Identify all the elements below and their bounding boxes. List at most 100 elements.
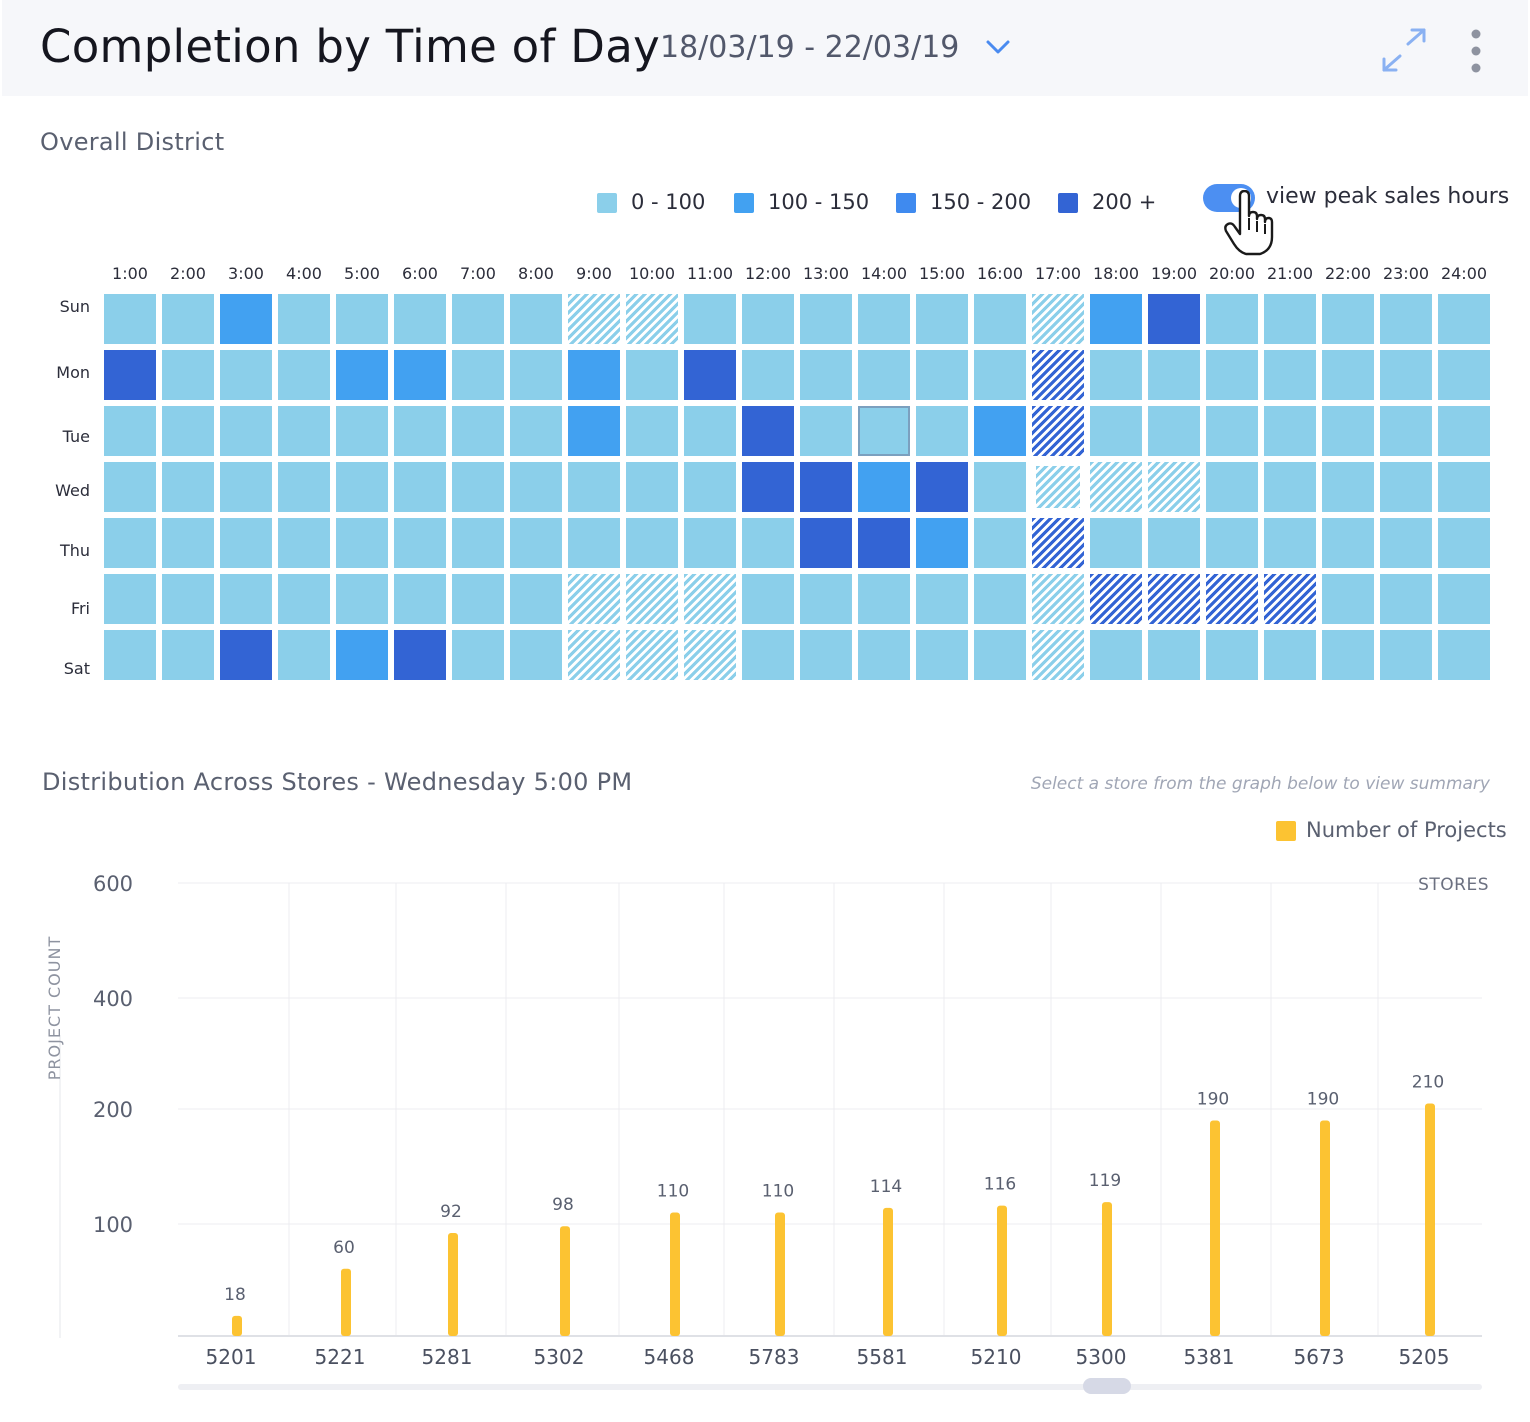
heatmap-cell-mon-2300[interactable]	[1380, 350, 1432, 400]
heatmap-cell-wed-100[interactable]	[104, 462, 156, 512]
heatmap-cell-thu-1100[interactable]	[684, 518, 736, 568]
heatmap-cell-fri-2100[interactable]	[1264, 574, 1316, 624]
heatmap-cell-sun-1300[interactable]	[800, 294, 852, 344]
heatmap-cell-tue-1800[interactable]	[1090, 406, 1142, 456]
bar-5381[interactable]	[1210, 1120, 1220, 1337]
heatmap-cell-wed-1000[interactable]	[626, 462, 678, 512]
heatmap-cell-wed-2200[interactable]	[1322, 462, 1374, 512]
heatmap-cell-sat-900[interactable]	[568, 630, 620, 680]
heatmap-cell-sun-900[interactable]	[568, 294, 620, 344]
heatmap-cell-thu-2100[interactable]	[1264, 518, 1316, 568]
heatmap-cell-tue-400[interactable]	[278, 406, 330, 456]
heatmap-cell-wed-1100[interactable]	[684, 462, 736, 512]
heatmap-cell-sun-2400[interactable]	[1438, 294, 1490, 344]
date-range-selector[interactable]: 18/03/19 - 22/03/19	[660, 30, 960, 65]
bar-5783[interactable]	[775, 1212, 785, 1337]
heatmap-cell-fri-1300[interactable]	[800, 574, 852, 624]
bar-5673[interactable]	[1320, 1120, 1330, 1337]
heatmap-cell-mon-800[interactable]	[510, 350, 562, 400]
heatmap-cell-fri-1700[interactable]	[1032, 574, 1084, 624]
heatmap-cell-mon-1100[interactable]	[684, 350, 736, 400]
heatmap-cell-fri-2200[interactable]	[1322, 574, 1374, 624]
heatmap-cell-thu-2400[interactable]	[1438, 518, 1490, 568]
heatmap-cell-wed-1500[interactable]	[916, 462, 968, 512]
heatmap-cell-sun-1600[interactable]	[974, 294, 1026, 344]
heatmap-cell-wed-1400[interactable]	[858, 462, 910, 512]
heatmap-cell-sat-300[interactable]	[220, 630, 272, 680]
heatmap-cell-thu-500[interactable]	[336, 518, 388, 568]
heatmap-cell-wed-1900[interactable]	[1148, 462, 1200, 512]
heatmap-cell-mon-1400[interactable]	[858, 350, 910, 400]
heatmap-cell-wed-1800[interactable]	[1090, 462, 1142, 512]
bar-5210[interactable]	[997, 1205, 1007, 1336]
more-vertical-icon[interactable]	[1465, 28, 1487, 76]
bar-5302[interactable]	[560, 1226, 570, 1336]
heatmap-cell-sat-2000[interactable]	[1206, 630, 1258, 680]
bar-5201[interactable]	[232, 1315, 242, 1336]
heatmap-cell-sun-700[interactable]	[452, 294, 504, 344]
heatmap-cell-tue-2000[interactable]	[1206, 406, 1258, 456]
heatmap-cell-thu-900[interactable]	[568, 518, 620, 568]
heatmap-cell-tue-2300[interactable]	[1380, 406, 1432, 456]
heatmap-cell-tue-1200[interactable]	[742, 406, 794, 456]
heatmap-cell-fri-1600[interactable]	[974, 574, 1026, 624]
heatmap-cell-mon-600[interactable]	[394, 350, 446, 400]
heatmap-cell-mon-900[interactable]	[568, 350, 620, 400]
heatmap-cell-mon-400[interactable]	[278, 350, 330, 400]
heatmap-cell-tue-600[interactable]	[394, 406, 446, 456]
heatmap-cell-sun-1900[interactable]	[1148, 294, 1200, 344]
heatmap-cell-thu-1800[interactable]	[1090, 518, 1142, 568]
heatmap-cell-sat-800[interactable]	[510, 630, 562, 680]
heatmap-cell-sat-1600[interactable]	[974, 630, 1026, 680]
heatmap-cell-mon-200[interactable]	[162, 350, 214, 400]
heatmap-cell-sun-1400[interactable]	[858, 294, 910, 344]
heatmap-cell-tue-1900[interactable]	[1148, 406, 1200, 456]
heatmap-cell-thu-100[interactable]	[104, 518, 156, 568]
heatmap-cell-thu-1600[interactable]	[974, 518, 1026, 568]
heatmap-cell-sun-200[interactable]	[162, 294, 214, 344]
bar-5221[interactable]	[341, 1268, 351, 1336]
heatmap-cell-sun-2100[interactable]	[1264, 294, 1316, 344]
heatmap-cell-sun-2200[interactable]	[1322, 294, 1374, 344]
heatmap-cell-tue-1400[interactable]	[858, 406, 910, 456]
heatmap-cell-thu-1400[interactable]	[858, 518, 910, 568]
heatmap-cell-thu-2200[interactable]	[1322, 518, 1374, 568]
heatmap-cell-wed-1700[interactable]	[1036, 466, 1080, 508]
peak-hours-toggle[interactable]	[1203, 184, 1255, 212]
heatmap-cell-sun-800[interactable]	[510, 294, 562, 344]
heatmap-cell-tue-1100[interactable]	[684, 406, 736, 456]
heatmap-cell-sat-600[interactable]	[394, 630, 446, 680]
heatmap-cell-sun-300[interactable]	[220, 294, 272, 344]
chevron-down-icon[interactable]	[984, 36, 1012, 60]
heatmap-cell-sun-500[interactable]	[336, 294, 388, 344]
heatmap-cell-mon-1500[interactable]	[916, 350, 968, 400]
heatmap-cell-wed-2000[interactable]	[1206, 462, 1258, 512]
heatmap-cell-sun-1200[interactable]	[742, 294, 794, 344]
heatmap-cell-mon-300[interactable]	[220, 350, 272, 400]
heatmap-cell-fri-200[interactable]	[162, 574, 214, 624]
heatmap-cell-wed-1300[interactable]	[800, 462, 852, 512]
heatmap-cell-thu-1300[interactable]	[800, 518, 852, 568]
heatmap-cell-mon-2100[interactable]	[1264, 350, 1316, 400]
heatmap-cell-mon-700[interactable]	[452, 350, 504, 400]
heatmap-cell-fri-2400[interactable]	[1438, 574, 1490, 624]
heatmap-cell-mon-1000[interactable]	[626, 350, 678, 400]
heatmap-cell-sat-1300[interactable]	[800, 630, 852, 680]
heatmap-cell-sat-1700[interactable]	[1032, 630, 1084, 680]
heatmap-cell-mon-2200[interactable]	[1322, 350, 1374, 400]
heatmap-cell-sat-1900[interactable]	[1148, 630, 1200, 680]
heatmap-cell-fri-700[interactable]	[452, 574, 504, 624]
heatmap-cell-fri-100[interactable]	[104, 574, 156, 624]
heatmap-cell-thu-400[interactable]	[278, 518, 330, 568]
heatmap-cell-fri-2000[interactable]	[1206, 574, 1258, 624]
heatmap-cell-wed-2400[interactable]	[1438, 462, 1490, 512]
heatmap-cell-fri-1200[interactable]	[742, 574, 794, 624]
heatmap-cell-fri-600[interactable]	[394, 574, 446, 624]
heatmap-cell-sat-100[interactable]	[104, 630, 156, 680]
heatmap-cell-tue-100[interactable]	[104, 406, 156, 456]
heatmap-cell-tue-900[interactable]	[568, 406, 620, 456]
heatmap-cell-tue-1600[interactable]	[974, 406, 1026, 456]
heatmap-cell-thu-2000[interactable]	[1206, 518, 1258, 568]
heatmap-cell-thu-1000[interactable]	[626, 518, 678, 568]
heatmap-cell-sat-1500[interactable]	[916, 630, 968, 680]
